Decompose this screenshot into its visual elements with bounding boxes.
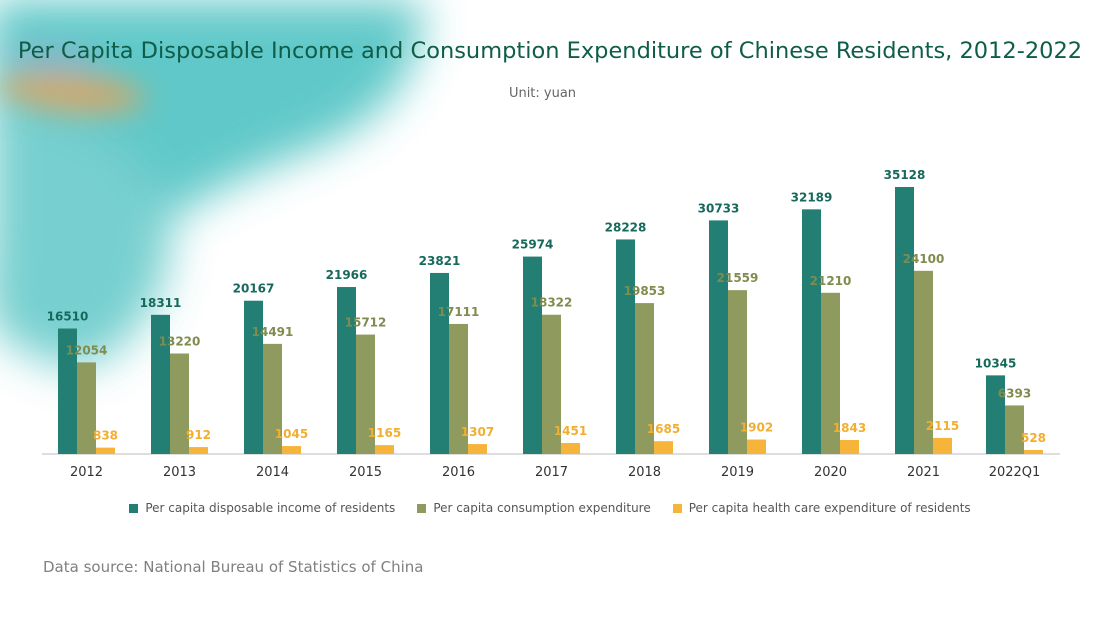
data-label-health-2012: 838 bbox=[93, 429, 118, 443]
bar-income-2020 bbox=[802, 209, 821, 454]
x-tick-label-2020: 2020 bbox=[814, 465, 847, 480]
x-tick-label-2014: 2014 bbox=[256, 465, 289, 480]
data-label-income-2012: 16510 bbox=[47, 310, 89, 324]
bar-consumption-2015 bbox=[356, 334, 375, 454]
data-label-health-2018: 1685 bbox=[647, 422, 680, 436]
legend-label-health: Per capita health care expenditure of re… bbox=[688, 501, 971, 515]
x-tick-label-2018: 2018 bbox=[628, 465, 661, 480]
bar-health-2013 bbox=[189, 447, 208, 454]
x-tick-label-2019: 2019 bbox=[721, 465, 754, 480]
data-label-health-2013: 912 bbox=[186, 428, 211, 442]
data-label-consumption-2019: 21559 bbox=[717, 271, 759, 285]
data-label-health-2014: 1045 bbox=[275, 427, 308, 441]
bar-health-2018 bbox=[654, 441, 673, 454]
legend-label-income: Per capita disposable income of resident… bbox=[145, 501, 396, 515]
x-tick-label-2012: 2012 bbox=[70, 465, 103, 480]
data-source: Data source: National Bureau of Statisti… bbox=[43, 558, 424, 576]
data-label-health-2015: 1165 bbox=[368, 426, 401, 440]
legend-swatch-health bbox=[672, 503, 682, 513]
legend-swatch-consumption bbox=[417, 503, 427, 513]
data-label-consumption-2012: 12054 bbox=[66, 343, 108, 357]
legend-swatch-income bbox=[129, 503, 139, 513]
bar-health-2016 bbox=[468, 444, 487, 454]
bar-consumption-2012 bbox=[77, 362, 96, 454]
data-label-income-2016: 23821 bbox=[419, 254, 461, 268]
bar-income-2018 bbox=[616, 239, 635, 454]
bar-consumption-2021 bbox=[914, 270, 933, 454]
bar-consumption-2020 bbox=[821, 292, 840, 454]
x-tick-label-2016: 2016 bbox=[442, 465, 475, 480]
legend-item-health: Per capita health care expenditure of re… bbox=[672, 501, 971, 515]
data-label-income-2019: 30733 bbox=[698, 201, 740, 215]
bar-income-2014 bbox=[244, 300, 263, 454]
data-label-income-2013: 18311 bbox=[140, 296, 182, 310]
bar-health-2019 bbox=[747, 439, 766, 454]
data-label-income-2021: 35128 bbox=[884, 168, 926, 182]
data-label-consumption-2020: 21210 bbox=[810, 274, 852, 288]
bar-health-2012 bbox=[96, 447, 115, 454]
page-subtitle: Unit: yuan bbox=[508, 86, 577, 101]
bar-consumption-2019 bbox=[728, 290, 747, 454]
bar-health-2021 bbox=[933, 437, 952, 454]
data-label-consumption-2017: 18322 bbox=[531, 296, 573, 310]
data-label-consumption-2015: 15712 bbox=[345, 316, 387, 330]
data-label-income-2015: 21966 bbox=[326, 268, 368, 282]
data-label-income-2022Q1: 10345 bbox=[975, 356, 1017, 370]
bar-health-2017 bbox=[561, 442, 580, 454]
legend-item-income: Per capita disposable income of resident… bbox=[129, 501, 395, 515]
bar-income-2021 bbox=[895, 187, 914, 454]
bar-income-2022Q1 bbox=[986, 375, 1005, 454]
data-label-consumption-2021: 24100 bbox=[903, 252, 945, 266]
bar-consumption-2017 bbox=[542, 314, 561, 454]
data-label-health-2020: 1843 bbox=[833, 421, 866, 435]
bar-income-2017 bbox=[523, 256, 542, 454]
page-title: Per Capita Disposable Income and Consump… bbox=[17, 38, 1083, 64]
x-tick-label-2021: 2021 bbox=[907, 465, 940, 480]
bar-consumption-2016 bbox=[449, 323, 468, 454]
bar-income-2016 bbox=[430, 272, 449, 454]
x-tick-label-2013: 2013 bbox=[163, 465, 196, 480]
legend-label-consumption: Per capita consumption expenditure bbox=[433, 501, 651, 515]
data-label-consumption-2013: 13220 bbox=[159, 335, 201, 349]
data-label-health-2022Q1: 528 bbox=[1021, 431, 1046, 445]
bar-consumption-2014 bbox=[263, 343, 282, 454]
bar-health-2014 bbox=[282, 446, 301, 454]
x-tick-label-2022Q1: 2022Q1 bbox=[989, 465, 1041, 480]
legend-item-consumption: Per capita consumption expenditure bbox=[417, 501, 651, 515]
data-label-income-2020: 32189 bbox=[791, 190, 833, 204]
bar-consumption-2018 bbox=[635, 303, 654, 454]
data-label-income-2014: 20167 bbox=[233, 282, 275, 296]
bar-income-2019 bbox=[709, 220, 728, 454]
data-label-health-2016: 1307 bbox=[461, 425, 494, 439]
bar-health-2020 bbox=[840, 439, 859, 454]
x-tick-label-2017: 2017 bbox=[535, 465, 568, 480]
x-tick-label-2015: 2015 bbox=[349, 465, 382, 480]
data-label-consumption-2022Q1: 6393 bbox=[998, 386, 1031, 400]
bar-health-2022Q1 bbox=[1024, 449, 1043, 454]
data-label-income-2017: 25974 bbox=[512, 238, 554, 252]
data-label-consumption-2016: 17111 bbox=[438, 305, 480, 319]
bar-income-2015 bbox=[337, 287, 356, 454]
data-label-health-2019: 1902 bbox=[740, 421, 773, 435]
data-label-consumption-2014: 14491 bbox=[252, 325, 294, 339]
data-label-health-2021: 2115 bbox=[926, 419, 959, 433]
chart-legend: Per capita disposable income of resident… bbox=[0, 501, 1100, 515]
data-label-consumption-2018: 19853 bbox=[624, 284, 666, 298]
data-label-health-2017: 1451 bbox=[554, 424, 587, 438]
bar-health-2015 bbox=[375, 445, 394, 454]
bar-consumption-2013 bbox=[170, 353, 189, 454]
data-label-income-2018: 28228 bbox=[605, 220, 647, 234]
bar-consumption-2022Q1 bbox=[1005, 405, 1024, 454]
